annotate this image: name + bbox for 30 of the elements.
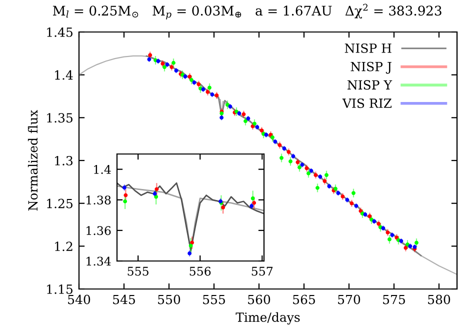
y-tick-label: 1.34 bbox=[86, 256, 111, 266]
y-axis-title: Normalized flux bbox=[28, 110, 38, 211]
x-tick-label: 555 bbox=[128, 266, 148, 276]
y-tick-label: 1.45 bbox=[47, 27, 72, 37]
y-tick-label: 1.3 bbox=[55, 156, 73, 166]
legend-label: NISP Y bbox=[348, 80, 392, 90]
legend-label: NISP J bbox=[350, 62, 392, 74]
x-tick-label: 550 bbox=[158, 294, 180, 304]
y-tick-label: 1.25 bbox=[47, 198, 72, 208]
chart-title: M$_{l}$ = 0.25M$_{⊙}$ M$_{p}$ = 0.03M$_{⊕}$ a = 1.67AU Δχ$^{2}$ = 383.923 bbox=[52, 4, 442, 20]
x-tick-label: 580 bbox=[428, 294, 450, 304]
y-tick-label: 1.38 bbox=[86, 196, 111, 205]
x-tick-label: 555 bbox=[203, 294, 225, 304]
x-tick-label: 545 bbox=[113, 294, 135, 304]
y-tick-label: 1.35 bbox=[47, 113, 72, 123]
y-tick-label: 1.36 bbox=[86, 226, 111, 236]
x-tick-label: 556 bbox=[190, 266, 211, 276]
x-tick-label: 540 bbox=[68, 294, 90, 304]
legend-label: NISP H bbox=[344, 43, 392, 53]
y-tick-label: 1.2 bbox=[55, 242, 72, 252]
y-tick-label: 1.4 bbox=[94, 165, 111, 174]
y-tick-label: 1.15 bbox=[47, 284, 72, 294]
x-axis-title: Time/days bbox=[236, 312, 300, 324]
x-tick-label: 575 bbox=[383, 294, 405, 304]
legend-label: VIS RIZ bbox=[342, 98, 392, 108]
x-tick-label: 560 bbox=[248, 294, 270, 304]
x-tick-label: 570 bbox=[338, 294, 360, 304]
y-tick-label: 1.4 bbox=[55, 70, 73, 80]
x-tick-label: 565 bbox=[293, 294, 315, 304]
x-tick-label: 557 bbox=[252, 266, 273, 276]
